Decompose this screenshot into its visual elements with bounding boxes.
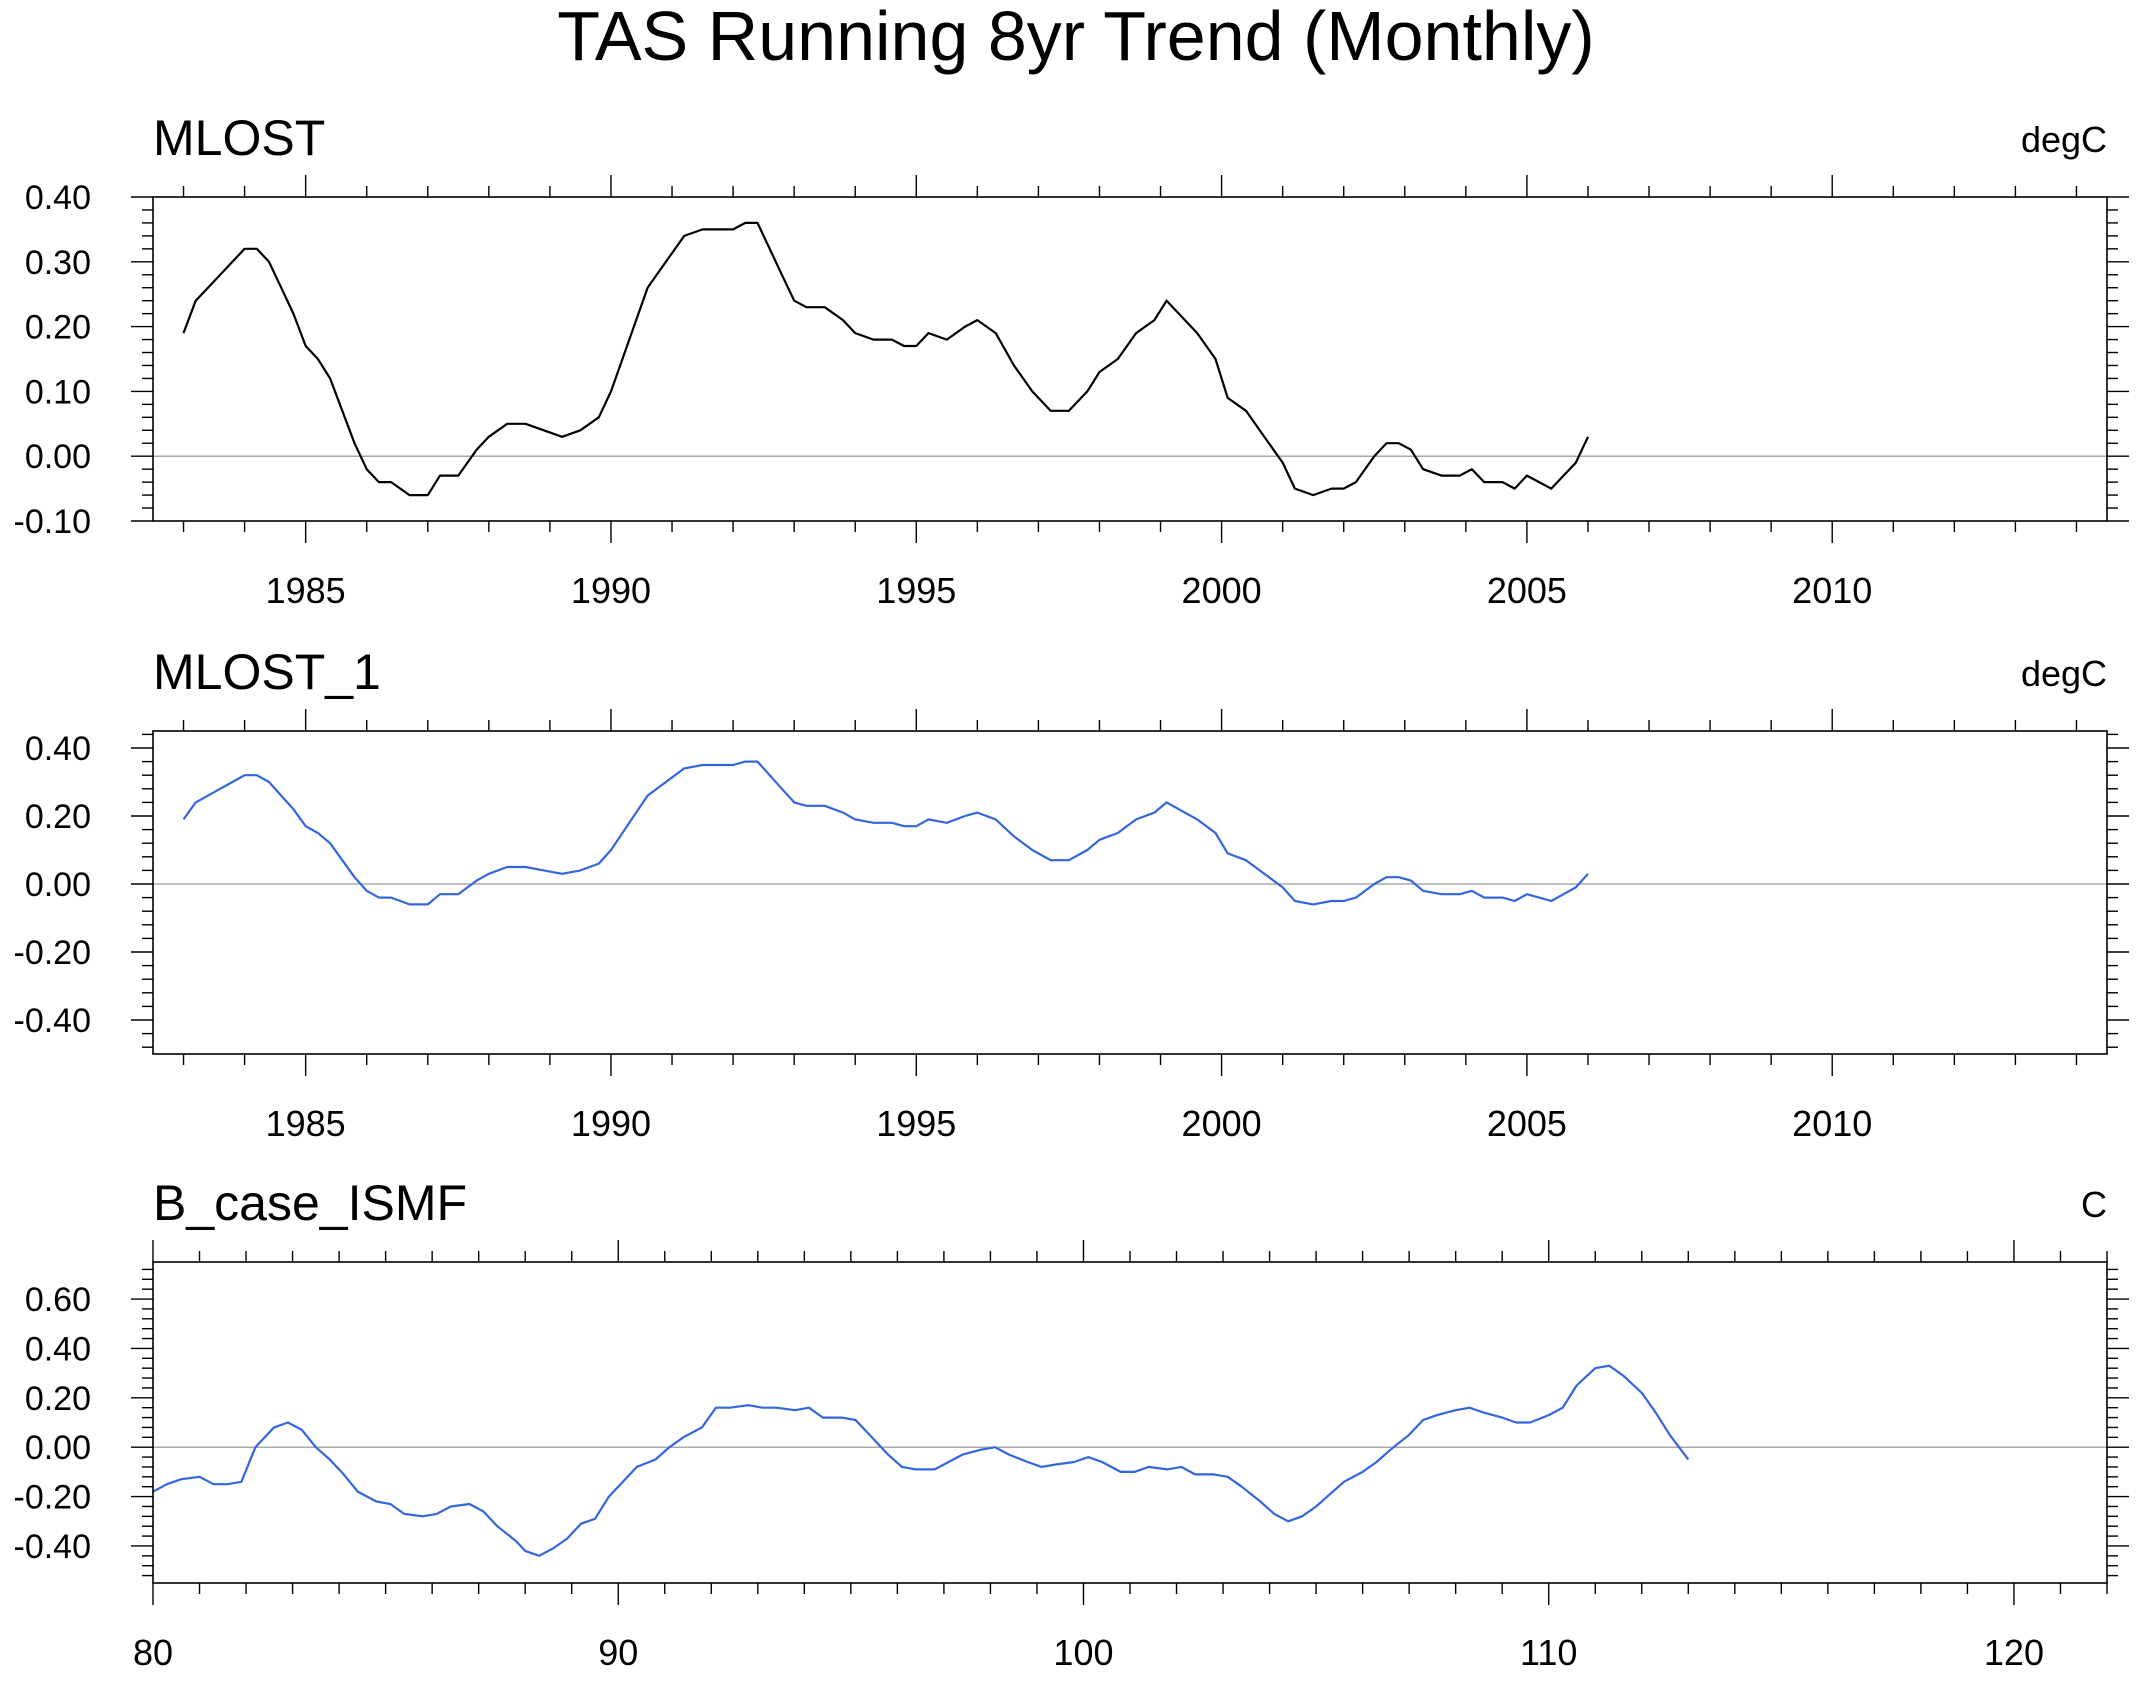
x-tick-label: 2005 <box>1487 1103 1567 1144</box>
plot-frame <box>152 196 2108 522</box>
y-tick-label: 0.20 <box>25 309 91 347</box>
x-tick-label: 2005 <box>1487 570 1567 611</box>
y-tick-label: 0.40 <box>25 1330 91 1368</box>
panel-units: degC <box>2021 119 2107 160</box>
y-tick-label: 0.30 <box>25 244 91 282</box>
chart-panel-1: MLOST degC 1985 1990 1995 2000 2005 2010 -0.10 0.… <box>14 110 2129 611</box>
plot-frame <box>152 1261 2108 1584</box>
x-tick-label: 120 <box>1984 1632 2044 1673</box>
y-tick-label: 0.60 <box>25 1281 91 1319</box>
chart-panel-2: MLOST_1 degC 1985 1990 1995 2000 2005 2010 -0.40… <box>14 644 2129 1144</box>
x-tick-label: 1995 <box>876 570 956 611</box>
panels: MLOST degC 1985 1990 1995 2000 2005 2010 -0.10 0.… <box>14 110 2129 1673</box>
panel-units: degC <box>2021 653 2107 694</box>
x-tick-label: 1990 <box>571 1103 651 1144</box>
figure-title: TAS Running 8yr Trend (Monthly) <box>557 0 1594 75</box>
y-tick-label: 0.20 <box>25 1380 91 1418</box>
series-line-1 <box>182 221 1589 497</box>
y-tick-label: 0.40 <box>25 179 91 217</box>
x-tick-label: 2000 <box>1182 570 1262 611</box>
panel-title: B_case_ISMF <box>153 1175 467 1231</box>
x-tick-label: 80 <box>133 1632 173 1673</box>
series-line-1 <box>182 760 1589 906</box>
y-tick-label: 0.10 <box>25 373 91 411</box>
x-tick-label: 100 <box>1053 1632 1113 1673</box>
x-tick-label: 1995 <box>876 1103 956 1144</box>
plot-frame <box>152 730 2108 1055</box>
chart-panel-3: B_case_ISMF C 80 90 100 110 120 -0.40 -0.20 0.00 0… <box>14 1175 2129 1673</box>
series-line-1 <box>152 1364 1690 1557</box>
panel-title: MLOST_1 <box>153 644 381 700</box>
x-tick-label: 1985 <box>266 1103 346 1144</box>
y-tick-label: 0.00 <box>25 866 91 904</box>
y-tick-label: 0.20 <box>25 798 91 836</box>
y-tick-label: 0.00 <box>25 1429 91 1467</box>
y-tick-label: -0.10 <box>14 503 92 541</box>
x-tick-label: 1985 <box>266 570 346 611</box>
y-tick-label: -0.40 <box>14 1002 92 1040</box>
x-tick-label: 1990 <box>571 570 651 611</box>
panel-units: C <box>2081 1184 2107 1225</box>
x-tick-label: 110 <box>1520 1632 1577 1673</box>
y-tick-label: -0.20 <box>14 934 92 972</box>
y-tick-label: 0.00 <box>25 438 91 476</box>
x-tick-label: 2010 <box>1792 1103 1872 1144</box>
x-tick-label: 2000 <box>1182 1103 1262 1144</box>
y-tick-label: 0.40 <box>25 730 91 768</box>
y-tick-label: -0.40 <box>14 1528 92 1566</box>
panel-title: MLOST <box>153 110 325 166</box>
y-tick-label: -0.20 <box>14 1479 92 1517</box>
x-tick-label: 90 <box>598 1632 638 1673</box>
x-tick-label: 2010 <box>1792 570 1872 611</box>
